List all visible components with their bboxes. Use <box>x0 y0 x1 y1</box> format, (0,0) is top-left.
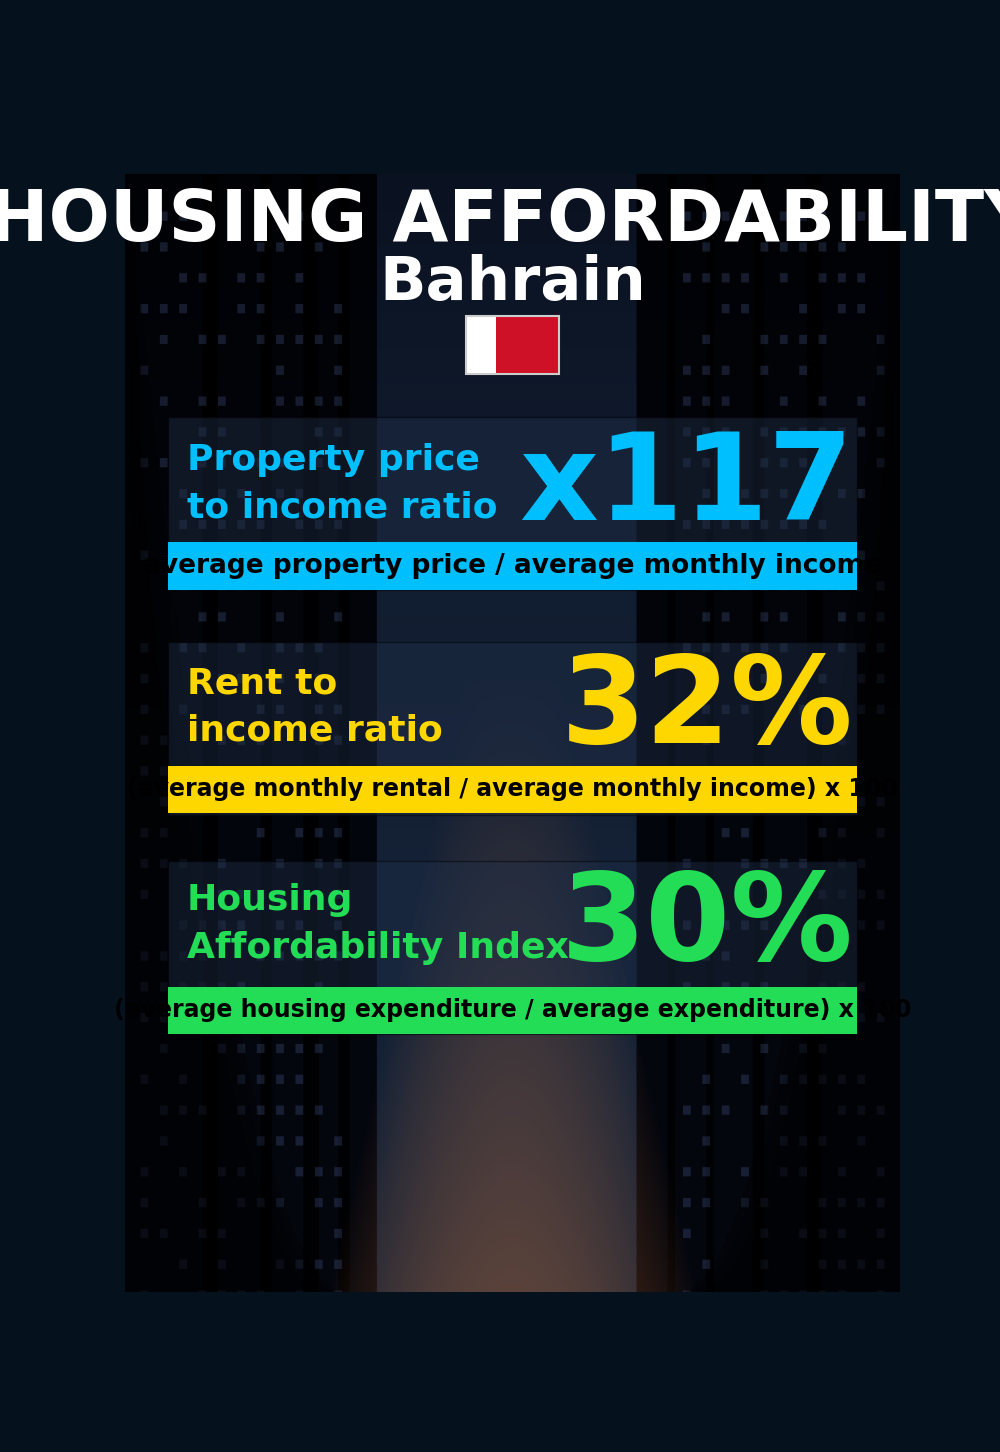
Bar <box>466 317 496 375</box>
Bar <box>466 317 496 375</box>
Polygon shape <box>496 364 504 375</box>
Text: Rent to
income ratio: Rent to income ratio <box>187 666 443 748</box>
Text: 30%: 30% <box>561 868 854 984</box>
Polygon shape <box>496 335 504 346</box>
Polygon shape <box>496 346 504 354</box>
Text: HOUSING AFFORDABILITY: HOUSING AFFORDABILITY <box>0 187 1000 257</box>
Text: 32%: 32% <box>561 650 854 768</box>
Text: Property price
to income ratio: Property price to income ratio <box>187 443 498 524</box>
Polygon shape <box>496 317 504 325</box>
Bar <box>496 317 559 375</box>
Bar <box>466 317 559 375</box>
Text: Housing
Affordability Index: Housing Affordability Index <box>187 883 569 966</box>
FancyBboxPatch shape <box>168 861 857 1034</box>
Polygon shape <box>496 325 504 335</box>
Bar <box>168 986 857 1034</box>
Bar <box>168 765 857 813</box>
Text: (average monthly rental / average monthly income) x 100: (average monthly rental / average monthl… <box>127 777 898 802</box>
FancyBboxPatch shape <box>168 642 857 815</box>
Text: x117: x117 <box>519 427 854 544</box>
Bar <box>168 542 857 590</box>
Text: (average housing expenditure / average expenditure) x 100: (average housing expenditure / average e… <box>114 999 911 1022</box>
Polygon shape <box>496 354 504 364</box>
Text: Bahrain: Bahrain <box>379 254 646 314</box>
FancyBboxPatch shape <box>168 417 857 590</box>
Text: average property price / average monthly income: average property price / average monthly… <box>143 553 882 579</box>
